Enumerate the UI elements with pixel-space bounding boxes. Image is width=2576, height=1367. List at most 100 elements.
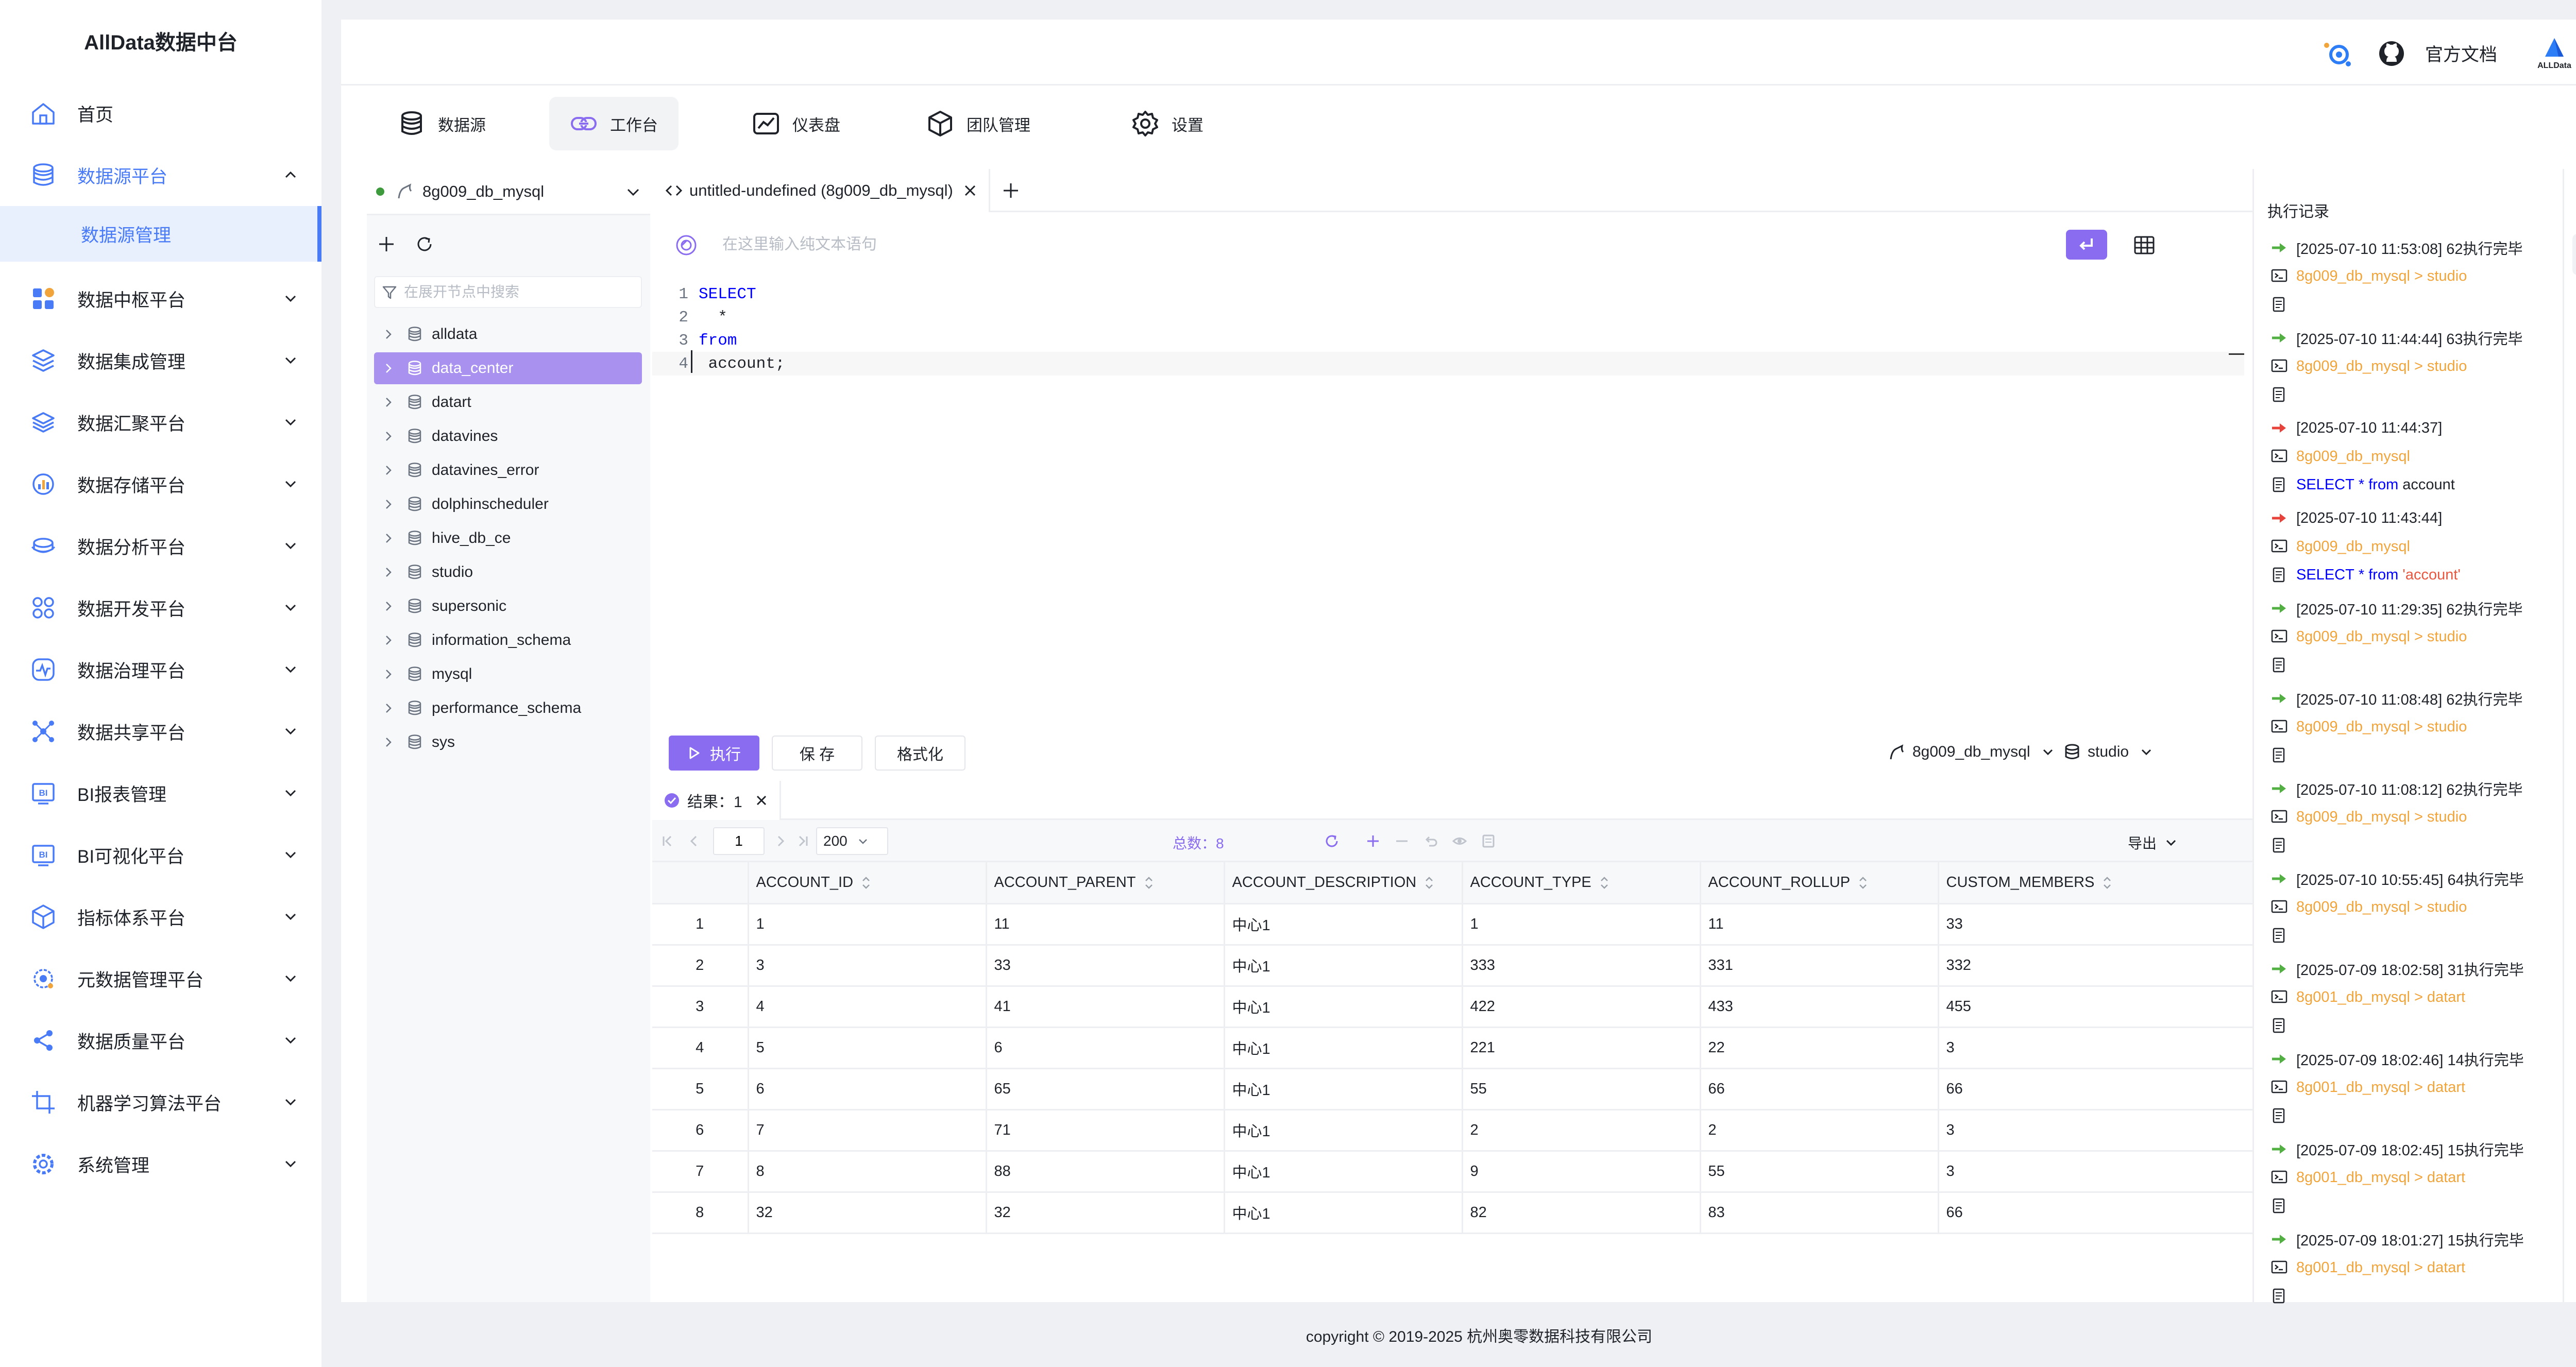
table-cell[interactable]: 455	[1938, 986, 2261, 1028]
table-cell[interactable]: 11	[1700, 903, 1939, 946]
history-entry-status[interactable]: [2025-07-09 18:02:58] 31执行完毕	[2270, 956, 2524, 982]
tree-item-database[interactable]: datart	[374, 386, 642, 418]
last-page-icon[interactable]	[795, 833, 811, 849]
history-entry-sql[interactable]	[2270, 382, 2296, 407]
history-entry-path[interactable]: 8g009_db_mysql > studio	[2270, 894, 2467, 920]
table-cell[interactable]: 433	[1700, 986, 1939, 1028]
tree-item-database[interactable]: datavines_error	[374, 454, 642, 486]
history-entry-status[interactable]: [2025-07-10 11:44:44] 63执行完毕	[2270, 325, 2523, 351]
history-entry-path[interactable]: 8g009_db_mysql > studio	[2270, 263, 2467, 289]
sidebar-subitem-datasource-management[interactable]: 数据源管理	[0, 206, 321, 262]
module-tab-team[interactable]: 团队管理	[906, 97, 1051, 150]
sidebar-item-10[interactable]: 数据共享平台	[0, 700, 321, 762]
table-cell[interactable]: 4	[748, 986, 987, 1028]
sidebar-item-2[interactable]: 数据源平台	[0, 144, 321, 206]
history-entry-sql[interactable]	[2270, 1193, 2296, 1219]
tree-item-database[interactable]: mysql	[374, 658, 642, 690]
table-cell[interactable]: 3	[1938, 1109, 2261, 1152]
table-cell[interactable]: 32	[986, 1192, 1225, 1234]
export-dropdown[interactable]: 导出	[2128, 832, 2178, 853]
eye-icon[interactable]	[1452, 833, 1467, 849]
module-tab-datasource[interactable]: 数据源	[377, 97, 506, 150]
nl-query-input[interactable]	[722, 232, 1959, 258]
history-entry-sql[interactable]	[2270, 922, 2296, 948]
column-header[interactable]: ACCOUNT_ROLLUP	[1700, 862, 1939, 904]
column-header[interactable]: ACCOUNT_TYPE	[1462, 862, 1701, 904]
history-entry-path[interactable]: 8g001_db_mysql > datart	[2270, 1255, 2465, 1280]
table-row[interactable]: 4 5 6 中心1 221 22 3	[652, 1027, 2261, 1069]
table-cell[interactable]: 中心1	[1224, 903, 1463, 946]
module-tab-workbench[interactable]: 工作台	[549, 97, 679, 150]
sidebar-item-12[interactable]: BI BI可视化平台	[0, 824, 321, 886]
history-entry-path[interactable]: 8g009_db_mysql > studio	[2270, 804, 2467, 830]
column-header[interactable]: ACCOUNT_ID	[748, 862, 987, 904]
table-cell[interactable]: 331	[1700, 945, 1939, 987]
table-cell[interactable]: 3	[1938, 1151, 2261, 1193]
table-cell[interactable]: 83	[1700, 1192, 1939, 1234]
prev-page-icon[interactable]	[686, 833, 702, 849]
history-entry-path[interactable]: 8g009_db_mysql	[2270, 443, 2410, 469]
history-entry-sql[interactable]	[2270, 832, 2296, 858]
tree-item-database[interactable]: performance_schema	[374, 692, 642, 724]
table-cell[interactable]: 2	[1462, 1109, 1701, 1152]
sidebar-item-17[interactable]: 系统管理	[0, 1133, 321, 1195]
table-cell[interactable]: 中心1	[1224, 945, 1463, 987]
table-cell[interactable]: 221	[1462, 1027, 1701, 1069]
table-cell[interactable]: 5	[748, 1027, 987, 1069]
sidebar-item-5[interactable]: 数据汇聚平台	[0, 391, 321, 453]
brand-logo[interactable]: ALLData	[2524, 32, 2576, 73]
table-cell[interactable]: 3	[748, 945, 987, 987]
column-header[interactable]: CUSTOM_MEMBERS	[1938, 862, 2261, 904]
sidebar-item-8[interactable]: 数据开发平台	[0, 577, 321, 639]
first-page-icon[interactable]	[659, 833, 675, 849]
history-entry-sql[interactable]	[2270, 742, 2296, 768]
table-cell[interactable]: 7	[748, 1109, 987, 1152]
sidebar-item-15[interactable]: 数据质量平台	[0, 1010, 321, 1071]
table-cell[interactable]: 82	[1462, 1192, 1701, 1234]
table-cell[interactable]: 1	[1462, 903, 1701, 946]
history-entry-status[interactable]: [2025-07-10 11:53:08] 62执行完毕	[2270, 235, 2523, 261]
close-icon[interactable]	[961, 181, 979, 200]
tree-item-database[interactable]: information_schema	[374, 624, 642, 656]
refresh-icon[interactable]	[1324, 833, 1340, 849]
sql-preview-icon[interactable]	[1481, 833, 1496, 849]
sql-editor[interactable]: 1 SELECT 2 * 3 from 4 account;	[652, 274, 2260, 712]
add-row-icon[interactable]	[1365, 833, 1381, 849]
history-entry-path[interactable]: 8g001_db_mysql > datart	[2270, 1074, 2465, 1100]
table-row[interactable]: 6 7 71 中心1 2 2 3	[652, 1109, 2261, 1152]
table-cell[interactable]: 9	[1462, 1151, 1701, 1193]
table-cell[interactable]: 88	[986, 1151, 1225, 1193]
table-cell[interactable]: 6	[748, 1068, 987, 1110]
history-entry-status[interactable]: [2025-07-09 18:02:45] 15执行完毕	[2270, 1136, 2524, 1162]
table-view-icon[interactable]	[2133, 234, 2156, 257]
table-cell[interactable]: 333	[1462, 945, 1701, 987]
table-row[interactable]: 3 4 41 中心1 422 433 455	[652, 986, 2261, 1028]
next-page-icon[interactable]	[773, 833, 788, 849]
tree-item-database[interactable]: alldata	[374, 318, 642, 350]
table-cell[interactable]: 中心1	[1224, 1027, 1463, 1069]
history-entry-path[interactable]: 8g009_db_mysql > studio	[2270, 353, 2467, 379]
sidebar-item-16[interactable]: 机器学习算法平台	[0, 1071, 321, 1133]
history-entry-status[interactable]: [2025-07-10 11:29:35] 62执行完毕	[2270, 595, 2523, 621]
table-cell[interactable]: 65	[986, 1068, 1225, 1110]
module-tab-settings[interactable]: 设置	[1111, 97, 1224, 150]
history-entry-path[interactable]: 8g001_db_mysql > datart	[2270, 984, 2465, 1010]
editor-file-tab[interactable]: untitled-undefined (8g009_db_mysql)	[652, 169, 990, 212]
table-cell[interactable]: 6	[986, 1027, 1225, 1069]
submit-nl-button[interactable]	[2066, 230, 2107, 260]
table-cell[interactable]: 3	[1938, 1027, 2261, 1069]
docs-link[interactable]: 官方文档	[2425, 45, 2498, 65]
ai-assistant-icon[interactable]	[2321, 38, 2352, 69]
history-entry-status[interactable]: [2025-07-10 11:43:44]	[2270, 505, 2442, 531]
add-icon[interactable]	[376, 234, 397, 254]
history-entry-status[interactable]: [2025-07-09 18:02:46] 14执行完毕	[2270, 1046, 2524, 1072]
close-icon[interactable]	[754, 793, 769, 808]
tree-item-database[interactable]: sys	[374, 726, 642, 758]
history-entry-path[interactable]: 8g001_db_mysql > datart	[2270, 1165, 2465, 1190]
table-cell[interactable]: 41	[986, 986, 1225, 1028]
table-row[interactable]: 1 1 11 中心1 1 11 33	[652, 903, 2261, 946]
tree-item-database[interactable]: hive_db_ce	[374, 522, 642, 554]
undo-icon[interactable]	[1423, 833, 1438, 849]
table-cell[interactable]: 55	[1462, 1068, 1701, 1110]
table-cell[interactable]: 中心1	[1224, 1068, 1463, 1110]
